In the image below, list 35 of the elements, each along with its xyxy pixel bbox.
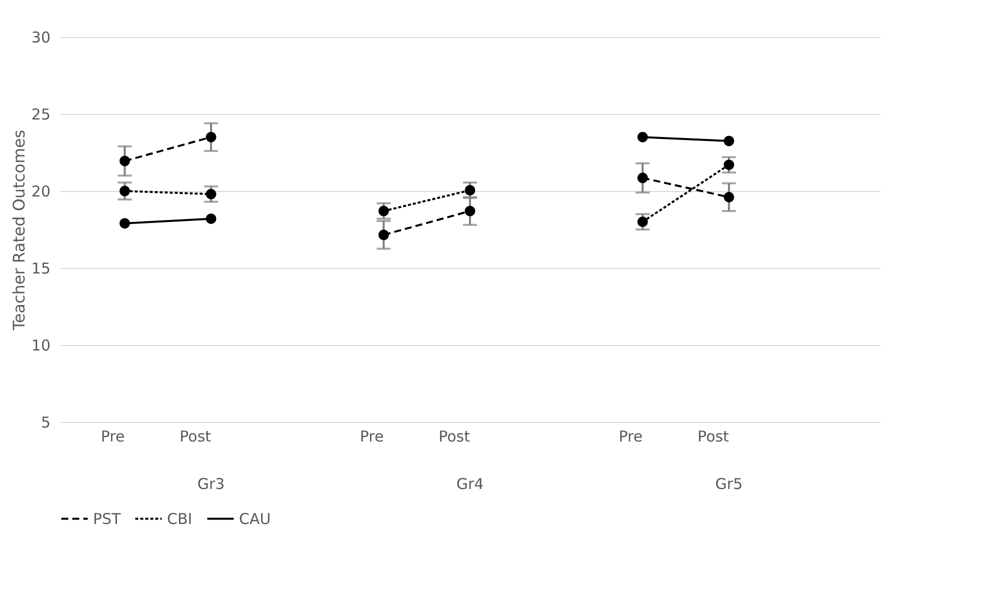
x-tick-label: Pre bbox=[360, 428, 384, 446]
point bbox=[378, 206, 389, 216]
point bbox=[119, 156, 130, 166]
y-tick-label: 30 bbox=[31, 28, 50, 46]
legend-label: CBI bbox=[167, 510, 192, 528]
point bbox=[206, 213, 216, 224]
point bbox=[464, 206, 476, 216]
point bbox=[378, 230, 389, 240]
point bbox=[206, 188, 216, 200]
point bbox=[119, 186, 130, 196]
y-tick-label: 5 bbox=[40, 414, 50, 432]
text: Gr4 bbox=[456, 475, 484, 493]
point bbox=[724, 192, 734, 202]
point bbox=[464, 184, 476, 196]
point bbox=[637, 132, 648, 142]
legend-label: PST bbox=[93, 510, 122, 528]
point bbox=[206, 132, 216, 142]
x-tick-label: Post bbox=[698, 428, 730, 446]
y-tick-label: 20 bbox=[31, 182, 50, 200]
y-tick-label: 15 bbox=[31, 260, 50, 278]
text: Gr3 bbox=[197, 475, 225, 493]
x-tick-label: Pre bbox=[100, 428, 125, 446]
x-tick-label: Post bbox=[180, 428, 212, 446]
point bbox=[637, 216, 648, 228]
y-tick-label: 10 bbox=[31, 336, 50, 354]
point bbox=[724, 136, 734, 146]
point bbox=[724, 160, 734, 170]
point bbox=[119, 218, 130, 229]
legend-label: CAU bbox=[239, 510, 271, 528]
x-tick-label: Pre bbox=[618, 428, 643, 446]
x-tick-label: Post bbox=[438, 428, 470, 446]
text: Gr5 bbox=[715, 475, 743, 493]
y-tick-label: 25 bbox=[31, 106, 50, 124]
y-axis-title: Teacher Rated Outcomes bbox=[9, 130, 28, 332]
point bbox=[637, 172, 648, 184]
